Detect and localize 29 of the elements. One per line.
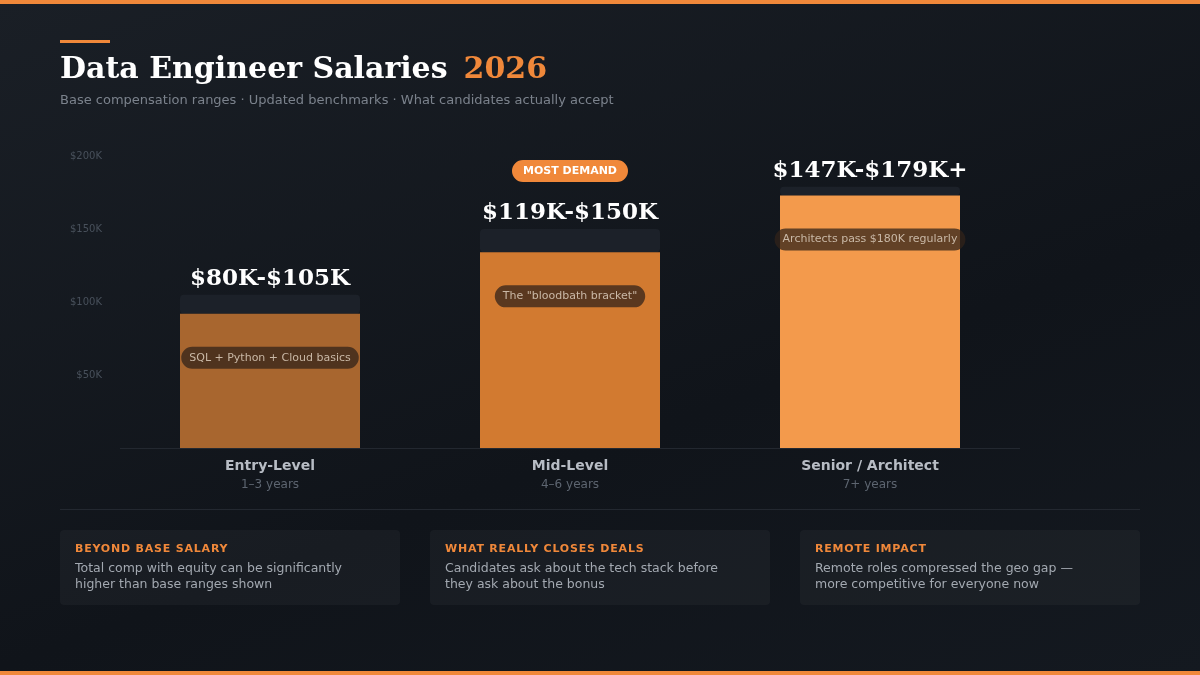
text: WHAT REALLY CLOSES DEALS — [445, 542, 646, 555]
y-tick-label: $150K — [69, 222, 103, 234]
bar — [180, 294, 360, 314]
x-tick-label: Mid-Level — [531, 457, 609, 474]
chart-title: Data Engineer Salaries 2026 — [60, 50, 548, 85]
annotation: The "bloodbath bracket" — [501, 289, 638, 303]
text: 1–3 years — [240, 477, 300, 492]
annotation: $80K-$105K — [190, 262, 351, 290]
annotation: MOST DEMAND — [523, 163, 617, 177]
x-tick-label: Senior / Architect — [801, 457, 940, 474]
annotation: $147K-$179K+ — [772, 154, 968, 182]
text: 4–6 years — [540, 477, 600, 492]
y-tick-label: $200K — [69, 149, 103, 161]
annotation: SQL + Python + Cloud basics — [189, 350, 352, 364]
text: REMOTE IMPACT — [815, 542, 928, 555]
text: Total comp with equity can be significantly higher than base ranges shown — [75, 560, 343, 592]
y-tick-label: $50K — [76, 368, 103, 380]
bar — [480, 252, 660, 448]
bar — [780, 186, 960, 196]
chart-subtitle: Base compensation ranges · Updated benchmarks · What candidates actually accept — [60, 92, 614, 107]
text: BEYOND BASE SALARY — [75, 542, 230, 555]
x-tick-label: Entry-Level — [225, 457, 315, 474]
annotation: $119K-$150K — [482, 196, 659, 224]
annotation: Architects pass $180K regularly — [782, 232, 958, 246]
text: Candidates ask about the tech stack before they ask about the bonus — [445, 560, 720, 592]
text: 7+ years — [842, 477, 898, 492]
text: Remote roles compressed the geo gap — more competitive for everyone now — [815, 560, 1074, 592]
y-tick-label: $100K — [69, 295, 103, 307]
bar — [480, 229, 660, 253]
